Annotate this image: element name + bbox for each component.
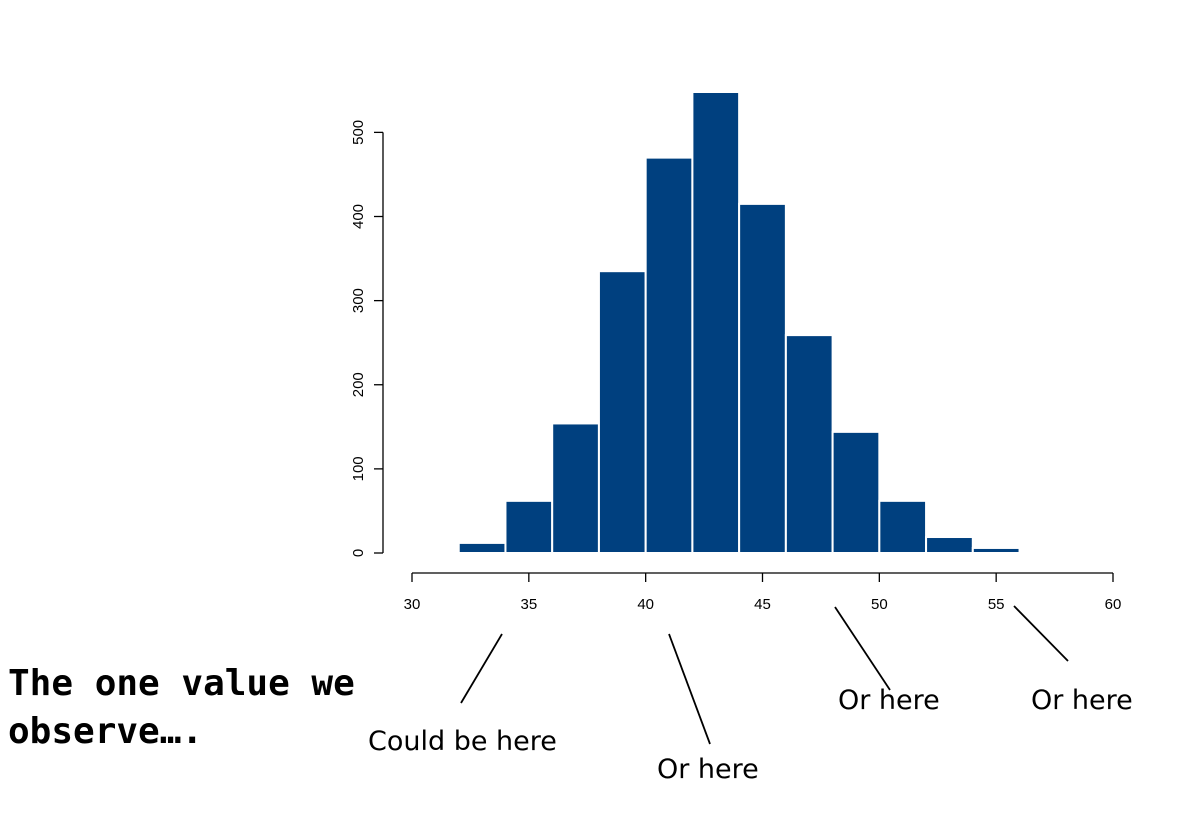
annotation-or-here-1: Or here <box>657 754 759 785</box>
histogram-bar-5 <box>691 91 741 554</box>
y-tick-label-5: 500 <box>350 120 367 145</box>
y-tick-label-0: 0 <box>350 549 367 557</box>
histogram-bar-10 <box>925 536 974 554</box>
histogram-bar-9 <box>878 499 928 555</box>
annotation-pointer-1 <box>668 633 711 745</box>
x-tick-label-5: 55 <box>988 596 1005 613</box>
annotation-or-here-2: Or here <box>838 685 940 716</box>
histogram-bar-6 <box>738 202 787 554</box>
y-axis: 0 100 200 300 400 500 <box>350 120 384 557</box>
x-tick-label-0: 30 <box>404 596 421 613</box>
caption-line-1: The one value we <box>8 663 355 704</box>
histogram-bar-4 <box>644 156 694 554</box>
x-tick-label-2: 40 <box>637 596 654 613</box>
x-tick-label-6: 60 <box>1105 596 1122 613</box>
y-tick-label-2: 200 <box>350 372 367 397</box>
annotation-pointer-lines <box>460 605 1069 745</box>
y-tick-label-4: 400 <box>350 204 367 229</box>
histogram-bar-2 <box>551 422 600 555</box>
x-tick-label-3: 45 <box>754 596 771 613</box>
histogram-bar-11 <box>971 546 1021 555</box>
annotation-pointer-0 <box>460 633 503 704</box>
main-caption: The one value we observe…. <box>8 660 355 756</box>
y-tick-label-3: 300 <box>350 288 367 313</box>
histogram-bar-8 <box>831 430 881 555</box>
histogram-bars <box>457 91 1021 555</box>
y-tick-label-1: 100 <box>350 456 367 481</box>
histogram-bar-7 <box>784 334 834 555</box>
x-tick-label-1: 35 <box>520 596 537 613</box>
histogram-bar-1 <box>504 499 554 555</box>
caption-line-2: observe…. <box>8 711 204 752</box>
annotation-pointer-2 <box>834 606 891 691</box>
histogram-bar-0 <box>457 541 507 554</box>
annotation-pointer-3 <box>1013 605 1069 662</box>
annotation-or-here-3: Or here <box>1031 685 1133 716</box>
histogram-bar-3 <box>597 270 647 554</box>
annotation-could-be-here: Could be here <box>368 726 557 757</box>
x-axis: 30 35 40 45 50 55 60 <box>404 572 1122 613</box>
x-tick-label-4: 50 <box>871 596 888 613</box>
